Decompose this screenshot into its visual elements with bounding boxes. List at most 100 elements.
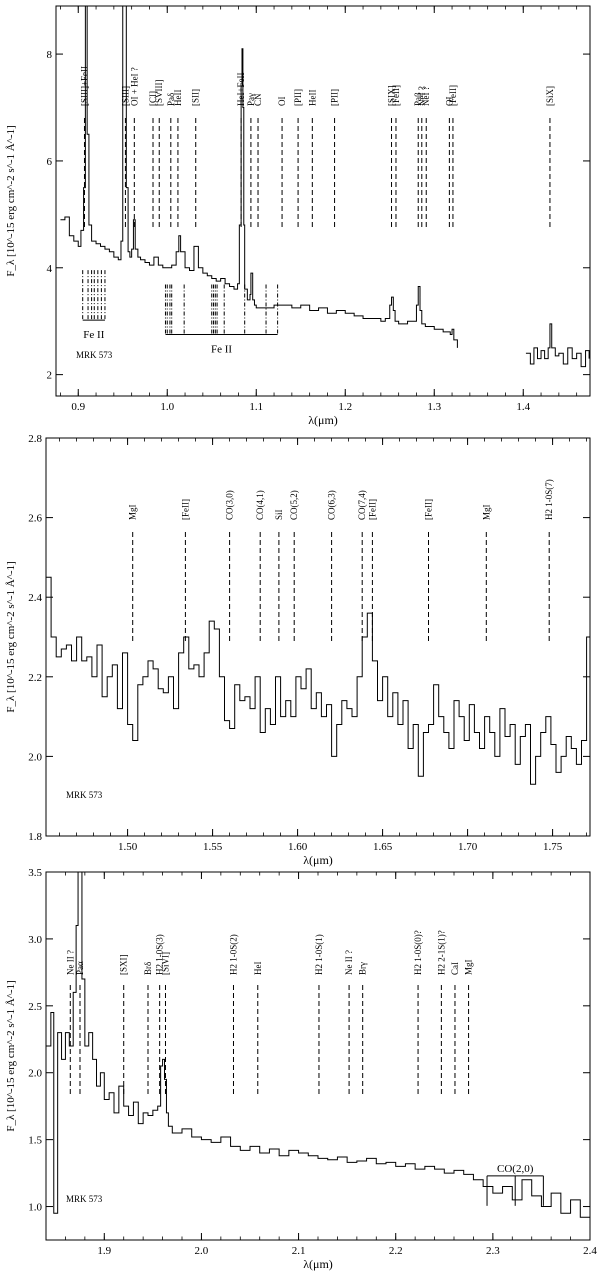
y-axis-label: F_λ [10^-15 erg cm^-2 s^-1 Å^-1] (5, 125, 17, 276)
y-tick-label: 1.0 (28, 1202, 42, 1214)
x-tick-label: 1.0 (160, 401, 174, 413)
x-tick-label: 2.3 (486, 1245, 500, 1257)
spectrum-series-2 (525, 323, 590, 368)
y-tick-label: 2.6 (28, 513, 42, 525)
line-label: HeI+FeII (236, 72, 246, 106)
x-tick-label: 1.70 (458, 841, 478, 853)
x-tick-label: 1.1 (249, 401, 263, 413)
object-label: MRK 573 (66, 1194, 103, 1204)
x-tick-label: 2.2 (389, 1245, 403, 1257)
object-label: MRK 573 (76, 350, 113, 360)
y-tick-label: 2.2 (28, 672, 42, 684)
line-label: HeII (173, 90, 183, 107)
x-tick-label: 2.1 (292, 1245, 306, 1257)
bracket-label: Fe II (83, 329, 104, 341)
x-tick-label: 1.4 (516, 401, 530, 413)
y-tick-label: 8 (47, 49, 53, 61)
line-label: CO(5,2) (289, 490, 299, 520)
x-tick-label: 0.9 (71, 401, 85, 413)
line-label: [FeII] (448, 85, 458, 106)
line-label: CO(4,1) (255, 490, 265, 520)
x-tick-label: 2.4 (583, 1245, 597, 1257)
line-label: H2 1-0S(1) (314, 934, 324, 975)
line-label: [SVIII] (154, 80, 164, 107)
line-label: [SXI] (119, 955, 129, 976)
line-label: H2 1-0S(0)? (413, 930, 423, 975)
line-label: H2 1-0S(2) (228, 934, 238, 975)
line-label: NeI ? (421, 86, 431, 106)
x-tick-label: 1.55 (203, 841, 223, 853)
bracket-label: CO(2,0) (497, 1163, 534, 1175)
line-label: CO(6,3) (327, 490, 337, 520)
line-label: MgI (464, 959, 474, 975)
line-label: CN (253, 93, 263, 106)
line-label: H2 1-0S(3) (155, 934, 165, 975)
y-tick-label: 1.5 (28, 1135, 42, 1147)
line-label: Brγ (358, 962, 368, 975)
x-axis-label: λ(μm) (308, 413, 338, 427)
spectrum-series-1 (46, 872, 590, 1218)
line-label: [SIX] (387, 86, 397, 107)
line-label: OI (444, 97, 454, 107)
line-label: CO(3,0) (225, 490, 235, 520)
x-axis-label: λ(μm) (303, 853, 333, 867)
spectrum-series-1 (46, 576, 590, 785)
line-label: [FeII] (180, 499, 190, 520)
line-label: H2 2-1S(1)? (436, 930, 446, 975)
line-label: [FeII] (424, 499, 434, 520)
line-label: [SiVI] (160, 952, 170, 975)
spectrum-series-1 (60, 6, 458, 348)
line-label: NeI ? (417, 86, 427, 106)
x-tick-label: 1.75 (543, 841, 563, 853)
bracket-label: Fe II (211, 344, 232, 356)
line-label: [SiX] (545, 86, 555, 106)
line-label: Paδ (166, 93, 176, 106)
y-tick-label: 2.0 (28, 1068, 42, 1080)
y-tick-label: 2.4 (28, 592, 42, 604)
line-label: Paγ (246, 93, 256, 106)
y-tick-label: 2 (47, 370, 53, 382)
line-label: CaI (450, 962, 460, 975)
line-label: [CI] (148, 91, 158, 106)
line-label: HeII (307, 90, 317, 107)
line-label: [FeII] (367, 499, 377, 520)
y-tick-label: 3.5 (28, 867, 42, 879)
line-label: [SIII]+FeII (79, 66, 89, 106)
y-tick-label: 3.0 (28, 934, 42, 946)
line-label: Ne II ? (344, 950, 354, 975)
line-label: [SII] (191, 89, 201, 106)
x-tick-label: 1.3 (427, 401, 441, 413)
plot-frame (55, 5, 591, 397)
x-tick-label: 1.60 (288, 841, 308, 853)
line-label: [SIII] (120, 86, 130, 106)
y-tick-label: 1.8 (28, 831, 42, 843)
y-axis-label: F_λ [10^-15 erg cm^-2 s^-1 Å^-1] (5, 561, 17, 712)
y-tick-label: 6 (47, 156, 53, 168)
line-label: OI + HeI ? (129, 67, 139, 106)
plot-frame (45, 871, 591, 1241)
x-tick-label: 2.0 (195, 1245, 209, 1257)
x-tick-label: 1.2 (338, 401, 352, 413)
panel-1: 0.9 1.0 1.1 1.2 1.3 1.4 2 4 6 8 λ(μm) F_λ [10^-15 e… (5, 5, 591, 427)
line-label: [FeII] (391, 85, 401, 106)
panel-3: 1.9 2.0 2.1 2.2 2.3 2.4 1.0 1.5 2.0 2.5 3.0 3.5 λ(μm… (5, 867, 597, 1271)
object-label: MRK 573 (66, 790, 103, 800)
line-label: Paα (75, 961, 85, 975)
line-label: SiI (274, 509, 284, 520)
y-axis-label: F_λ [10^-15 erg cm^-2 s^-1 Å^-1] (5, 980, 17, 1131)
line-label: Paβ (413, 92, 423, 106)
x-tick-label: 1.50 (118, 841, 138, 853)
y-tick-label: 2.0 (28, 751, 42, 763)
line-label: [PII] (293, 89, 303, 106)
line-label: MgI (481, 504, 491, 520)
line-label: MgI (128, 504, 138, 520)
x-axis-label: λ(μm) (303, 1257, 333, 1271)
line-label: [PII] (330, 89, 340, 106)
x-tick-label: 1.9 (97, 1245, 111, 1257)
line-label: OI (277, 97, 287, 107)
y-tick-label: 2.5 (28, 1001, 42, 1013)
plot-frame (45, 437, 591, 837)
y-tick-label: 4 (47, 263, 53, 275)
y-tick-label: 2.8 (28, 433, 42, 445)
